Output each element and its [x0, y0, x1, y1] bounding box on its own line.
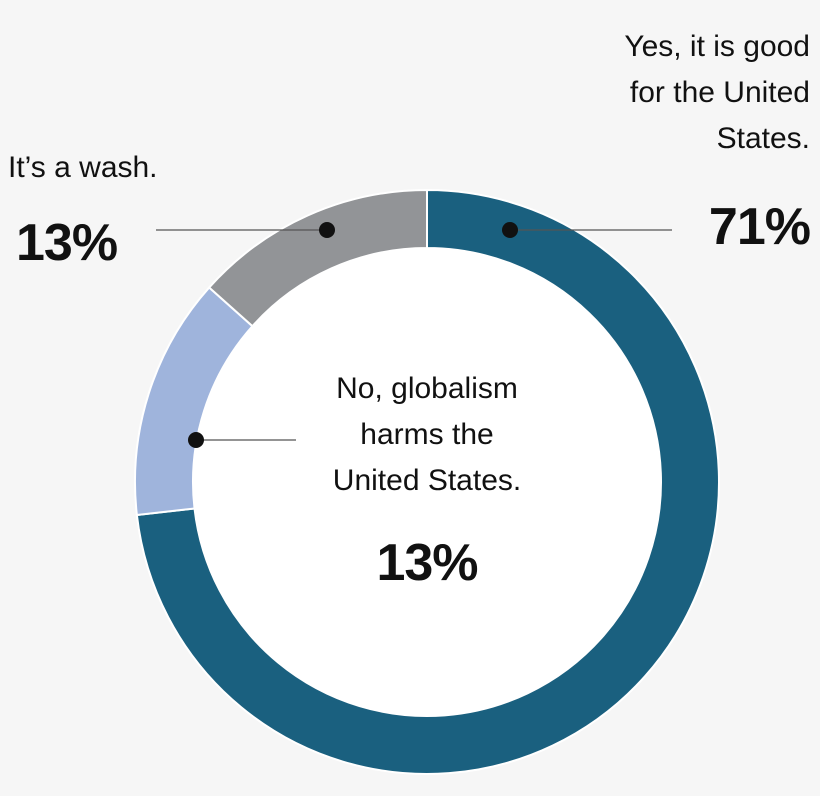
slice-label-0-line-2: States. [717, 122, 810, 155]
leader-dot-2 [319, 222, 335, 238]
leader-dot-1 [188, 432, 204, 448]
slice-percent-0: 71% [709, 198, 810, 256]
slice-label-0-line-0: Yes, it is good [624, 30, 810, 63]
donut-hole [193, 248, 661, 716]
donut-slice-2 [207, 188, 428, 328]
slice-percent-2: 13% [16, 214, 117, 272]
slice-label-0-line-1: for the United [630, 76, 810, 109]
donut-slice-0 [135, 188, 720, 775]
slice-label-1-line-2: United States. [333, 464, 521, 497]
slice-percent-1: 13% [376, 534, 477, 592]
slice-label-1-line-0: No, globalism [336, 372, 518, 405]
slice-label-1-line-1: harms the [360, 418, 493, 451]
leader-dot-0 [502, 222, 518, 238]
slice-label-2-line-0: It’s a wash. [8, 151, 158, 184]
